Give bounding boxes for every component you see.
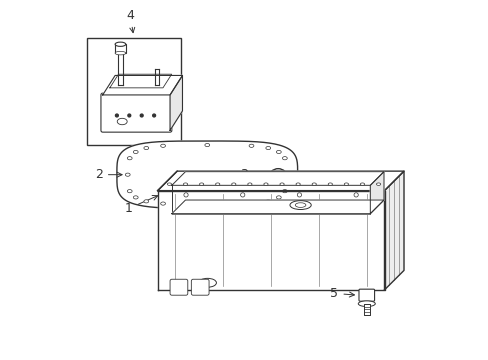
Ellipse shape <box>127 190 132 193</box>
Ellipse shape <box>125 173 130 176</box>
Text: 2: 2 <box>95 168 122 181</box>
Text: 1: 1 <box>125 195 157 215</box>
Ellipse shape <box>282 190 286 193</box>
Ellipse shape <box>199 183 203 185</box>
Ellipse shape <box>127 157 132 160</box>
FancyBboxPatch shape <box>101 93 171 132</box>
Ellipse shape <box>360 183 364 185</box>
Polygon shape <box>171 200 383 214</box>
Ellipse shape <box>295 203 305 207</box>
Polygon shape <box>102 76 182 95</box>
Polygon shape <box>117 141 297 208</box>
Circle shape <box>183 193 188 197</box>
Circle shape <box>128 114 130 117</box>
Ellipse shape <box>248 144 253 147</box>
Text: 4: 4 <box>126 9 135 33</box>
Ellipse shape <box>115 51 125 55</box>
Ellipse shape <box>115 42 125 46</box>
Bar <box>363 304 369 315</box>
Polygon shape <box>157 171 403 191</box>
Circle shape <box>353 193 358 197</box>
Polygon shape <box>170 76 182 130</box>
Ellipse shape <box>161 202 165 205</box>
Ellipse shape <box>161 144 165 147</box>
Ellipse shape <box>231 183 235 185</box>
Circle shape <box>272 173 283 184</box>
Circle shape <box>268 168 287 188</box>
Ellipse shape <box>143 200 148 203</box>
Polygon shape <box>157 191 384 290</box>
FancyBboxPatch shape <box>358 289 374 301</box>
FancyBboxPatch shape <box>170 279 187 295</box>
Ellipse shape <box>204 143 209 147</box>
Polygon shape <box>171 172 383 185</box>
Ellipse shape <box>204 203 209 206</box>
Ellipse shape <box>295 183 300 185</box>
Ellipse shape <box>311 183 316 185</box>
Ellipse shape <box>265 147 270 150</box>
Ellipse shape <box>376 183 380 185</box>
Circle shape <box>115 114 118 117</box>
Ellipse shape <box>167 183 171 185</box>
Circle shape <box>140 114 143 117</box>
Ellipse shape <box>282 157 286 160</box>
Ellipse shape <box>133 150 138 154</box>
Ellipse shape <box>133 196 138 199</box>
Ellipse shape <box>264 183 267 185</box>
Ellipse shape <box>358 301 374 306</box>
Ellipse shape <box>265 200 270 203</box>
Polygon shape <box>369 172 383 214</box>
Ellipse shape <box>276 150 281 154</box>
FancyBboxPatch shape <box>191 279 209 295</box>
Circle shape <box>152 114 155 117</box>
Ellipse shape <box>215 183 220 185</box>
Bar <box>86 38 181 145</box>
Ellipse shape <box>247 183 251 185</box>
Ellipse shape <box>183 183 187 185</box>
Ellipse shape <box>143 147 148 150</box>
Bar <box>115 44 125 53</box>
Ellipse shape <box>327 183 332 185</box>
Ellipse shape <box>289 201 310 210</box>
Polygon shape <box>384 171 403 290</box>
Ellipse shape <box>284 173 288 176</box>
Ellipse shape <box>344 183 348 185</box>
Ellipse shape <box>276 196 281 199</box>
Text: 5: 5 <box>330 287 354 300</box>
Circle shape <box>297 193 301 197</box>
Circle shape <box>240 193 244 197</box>
Ellipse shape <box>279 183 284 185</box>
Ellipse shape <box>117 118 127 125</box>
Text: 3: 3 <box>240 168 264 181</box>
Ellipse shape <box>198 278 216 287</box>
Ellipse shape <box>248 202 253 205</box>
